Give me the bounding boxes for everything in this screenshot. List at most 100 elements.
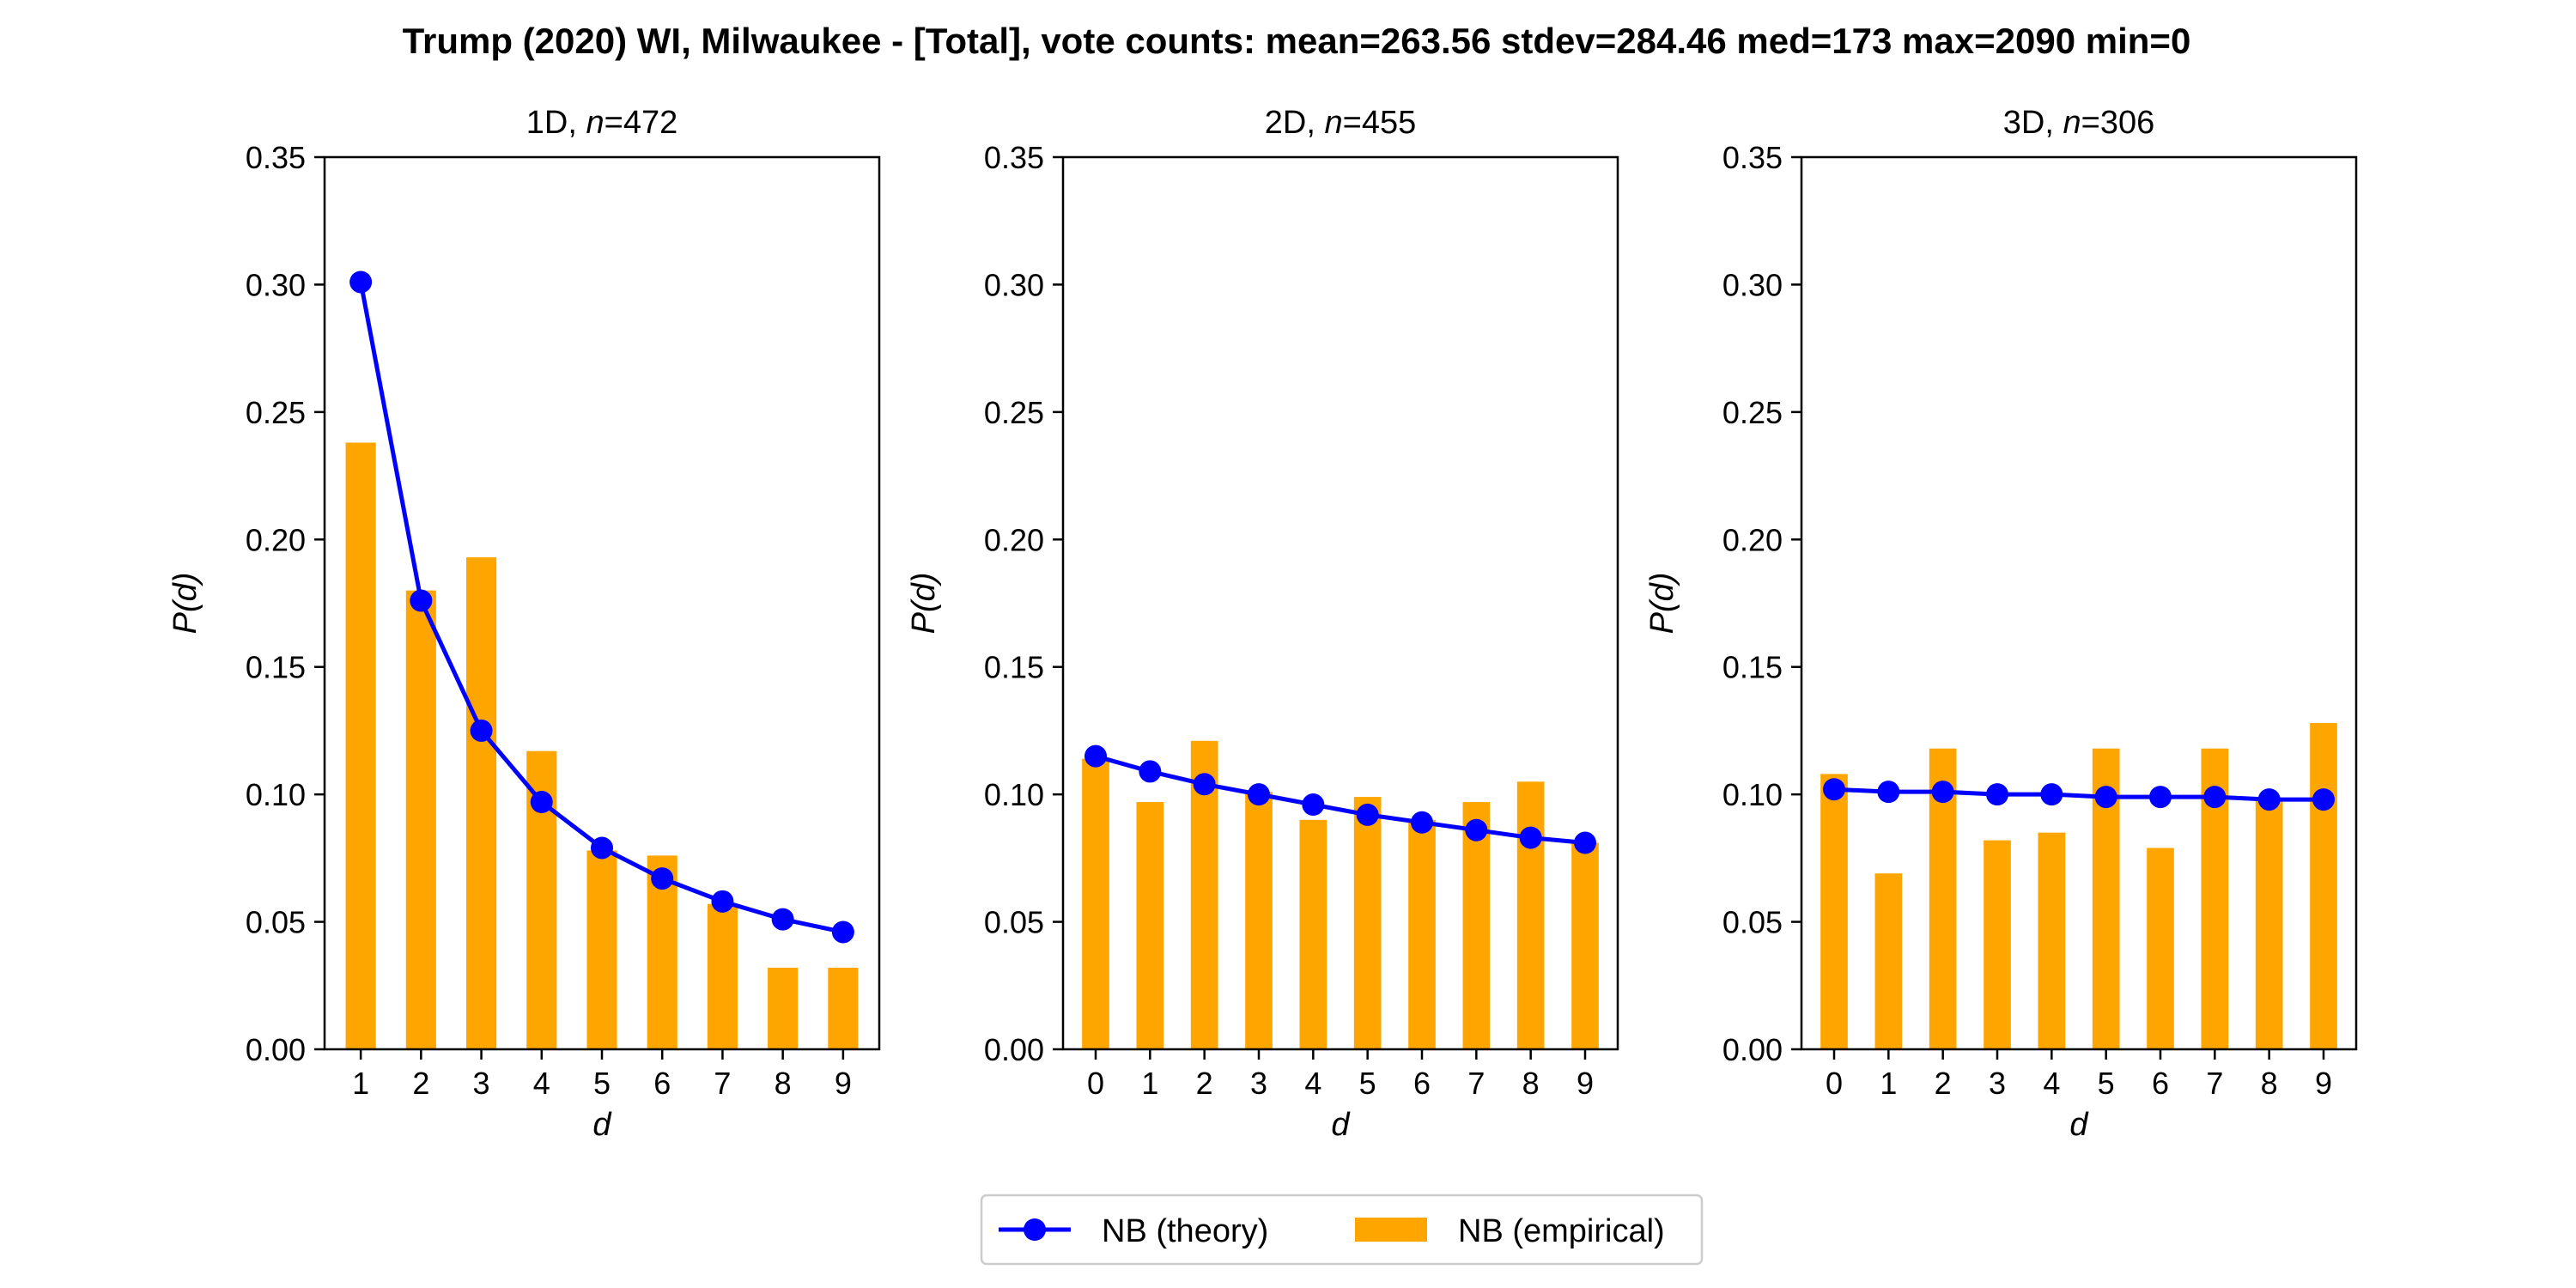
x-tick-label: 8 [2261, 1066, 2278, 1101]
bar-0 [1082, 758, 1109, 1049]
x-tick-label: 2 [1196, 1066, 1213, 1101]
x-tick-label: 9 [2315, 1066, 2332, 1101]
x-tick-label: 8 [775, 1066, 792, 1101]
y-axis-label: P(d) [906, 573, 942, 635]
paren-close: ) [906, 573, 942, 587]
theory-point-5 [2094, 786, 2117, 809]
legend-label-theory: NB (theory) [1102, 1213, 1268, 1249]
y-tick-label: 0.00 [1722, 1032, 1783, 1067]
theory-point-0 [1823, 778, 1845, 801]
bar-6 [2147, 848, 2174, 1049]
bar-2 [405, 590, 436, 1049]
y-tick-label: 0.25 [984, 395, 1044, 430]
bar-1 [345, 442, 376, 1049]
panel-title: 2D, n=455 [1265, 105, 1416, 141]
x-tick-label: 4 [533, 1066, 550, 1101]
theory-point-8 [771, 908, 794, 931]
bar-8 [768, 968, 799, 1049]
theory-point-8 [2257, 788, 2281, 811]
paren-open: ( [167, 598, 204, 612]
x-tick-label: 9 [1577, 1066, 1594, 1101]
theory-point-7 [711, 890, 734, 913]
bar-4 [2038, 832, 2066, 1049]
theory-point-0 [1084, 744, 1107, 768]
x-tick-label: 1 [1880, 1066, 1897, 1101]
y-tick-label: 0.05 [1722, 905, 1783, 940]
x-tick-label: 1 [1141, 1066, 1158, 1101]
y-tick-label: 0.20 [246, 522, 306, 557]
x-tick-label: 9 [835, 1066, 852, 1101]
paren-open: ( [1644, 598, 1680, 612]
theory-point-5 [1356, 803, 1379, 826]
bar-3 [1984, 840, 2011, 1049]
x-axis-label: d [592, 1107, 612, 1143]
legend-marker-swatch [1024, 1218, 1046, 1241]
x-tick-label: 8 [1522, 1066, 1540, 1101]
y-tick-label: 0.35 [1722, 140, 1783, 175]
y-tick-label: 0.25 [246, 395, 306, 430]
x-tick-label: 7 [714, 1066, 731, 1101]
theory-point-6 [2149, 786, 2172, 809]
panel-2: 0.00 0.05 0.10 0.15 0.20 0.25 0.30 0.35 0 1 2 3 4 5 6 7… [906, 105, 1619, 1143]
x-tick-label: 1 [352, 1066, 369, 1101]
theory-line [1833, 787, 2324, 802]
bar-8 [1516, 781, 1545, 1049]
theory-point-2 [410, 589, 433, 612]
x-tick-label: 3 [1250, 1066, 1267, 1101]
x-axis-label: d [1331, 1107, 1351, 1143]
bar-8 [2255, 799, 2283, 1049]
x-tick-label: 5 [1359, 1066, 1376, 1101]
x-tick-label: 0 [1826, 1066, 1843, 1101]
y-tick-label: 0.30 [1722, 267, 1783, 302]
bar-6 [1408, 819, 1436, 1049]
y-tick-label: 0.10 [1722, 777, 1783, 812]
theory-point-6 [1411, 811, 1433, 834]
bar-0 [1820, 774, 1848, 1049]
x-tick-label: 2 [412, 1066, 429, 1101]
y-tick-label: 0.30 [246, 267, 306, 302]
legend-bar-swatch [1355, 1218, 1427, 1242]
x-tick-label: 3 [473, 1066, 490, 1101]
paren-open: ( [906, 598, 942, 612]
plot-frame [1061, 155, 1619, 1051]
panel-title: 3D, n=306 [2003, 105, 2154, 141]
panels: 0.00 0.05 0.10 0.15 0.20 0.25 0.30 0.35 1 2 3 4 5 6 7 8… [167, 105, 2358, 1143]
theory-point-8 [1519, 826, 1542, 849]
bar-9 [1571, 842, 1599, 1049]
panel-1: 0.00 0.05 0.10 0.15 0.20 0.25 0.30 0.35 1 2 3 4 5 6 7 8… [167, 105, 881, 1143]
theory-point-1 [1877, 781, 1900, 804]
theory-point-3 [470, 719, 493, 742]
bar-3 [1245, 792, 1273, 1049]
theory-point-4 [530, 791, 553, 814]
y-tick-label: 0.20 [1722, 522, 1783, 557]
plot-frame [1800, 155, 2358, 1051]
bar-7 [1462, 802, 1491, 1049]
theory-point-9 [2312, 788, 2335, 811]
y-tick-label: 0.20 [984, 522, 1044, 557]
y-tick-label: 0.30 [984, 267, 1044, 302]
bar-1 [1136, 802, 1164, 1049]
x-tick-label: 2 [1935, 1066, 1952, 1101]
theory-point-4 [2040, 783, 2063, 806]
x-tick-label: 4 [2043, 1066, 2060, 1101]
y-axis-label: P(d) [1644, 573, 1680, 635]
x-tick-label: 3 [1989, 1066, 2006, 1101]
bar-7 [707, 903, 738, 1049]
x-tick-label: 6 [2152, 1066, 2169, 1101]
panel-3: 0.00 0.05 0.10 0.15 0.20 0.25 0.30 0.35 0 1 2 3 4 5 6 7… [1644, 105, 2358, 1143]
theory-point-1 [349, 270, 373, 294]
paren-close: ) [1644, 573, 1680, 587]
theory-point-3 [1986, 783, 2008, 806]
bar-9 [2310, 723, 2337, 1049]
y-tick-label: 0.05 [984, 905, 1044, 940]
x-tick-label: 7 [2206, 1066, 2223, 1101]
y-tick-label: 0.35 [246, 140, 306, 175]
x-tick-label: 4 [1304, 1066, 1321, 1101]
theory-point-2 [1193, 773, 1216, 796]
legend-frame [980, 1194, 1704, 1266]
bar-9 [828, 968, 859, 1049]
x-tick-label: 6 [653, 1066, 671, 1101]
y-tick-label: 0.00 [246, 1032, 306, 1067]
theory-point-7 [2203, 786, 2227, 809]
